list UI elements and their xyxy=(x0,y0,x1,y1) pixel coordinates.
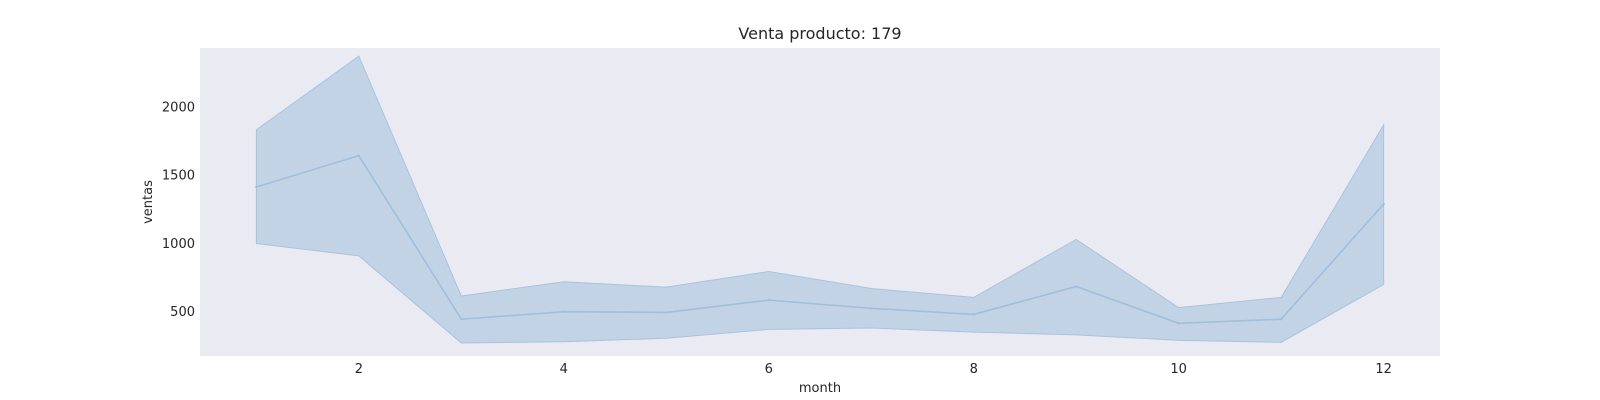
data-point xyxy=(1074,285,1078,288)
data-point xyxy=(972,313,975,316)
x-axis-label: month xyxy=(799,381,841,396)
chart-title: Venta producto: 179 xyxy=(738,24,901,43)
data-point xyxy=(357,154,361,157)
x-axis-ticks: 2 4 6 8 10 12 xyxy=(355,362,1392,377)
data-point xyxy=(1382,202,1385,206)
confidence-band-layer xyxy=(255,55,1385,344)
x-tick-label: 12 xyxy=(1375,362,1392,377)
y-tick-label: 1000 xyxy=(162,237,195,252)
data-point xyxy=(562,310,566,313)
x-tick-label: 2 xyxy=(355,362,363,377)
data-point xyxy=(665,311,668,314)
data-point xyxy=(255,185,258,189)
y-tick-label: 1500 xyxy=(162,169,195,184)
data-point xyxy=(1177,322,1180,325)
series-line-layer xyxy=(255,154,1385,325)
data-point xyxy=(460,318,463,321)
x-tick-label: 4 xyxy=(560,362,568,377)
confidence-band xyxy=(255,55,1385,344)
y-tick-label: 2000 xyxy=(162,101,195,116)
x-tick-label: 6 xyxy=(765,362,773,377)
data-point xyxy=(767,298,770,302)
y-axis-label: ventas xyxy=(141,180,156,224)
data-point xyxy=(1279,318,1283,321)
series-line xyxy=(256,154,1385,325)
x-tick-label: 10 xyxy=(1170,362,1187,377)
x-tick-label: 8 xyxy=(970,362,978,377)
y-axis-ticks: 500 1000 1500 2000 xyxy=(162,101,195,320)
y-tick-label: 500 xyxy=(170,305,195,320)
data-point xyxy=(870,307,873,310)
